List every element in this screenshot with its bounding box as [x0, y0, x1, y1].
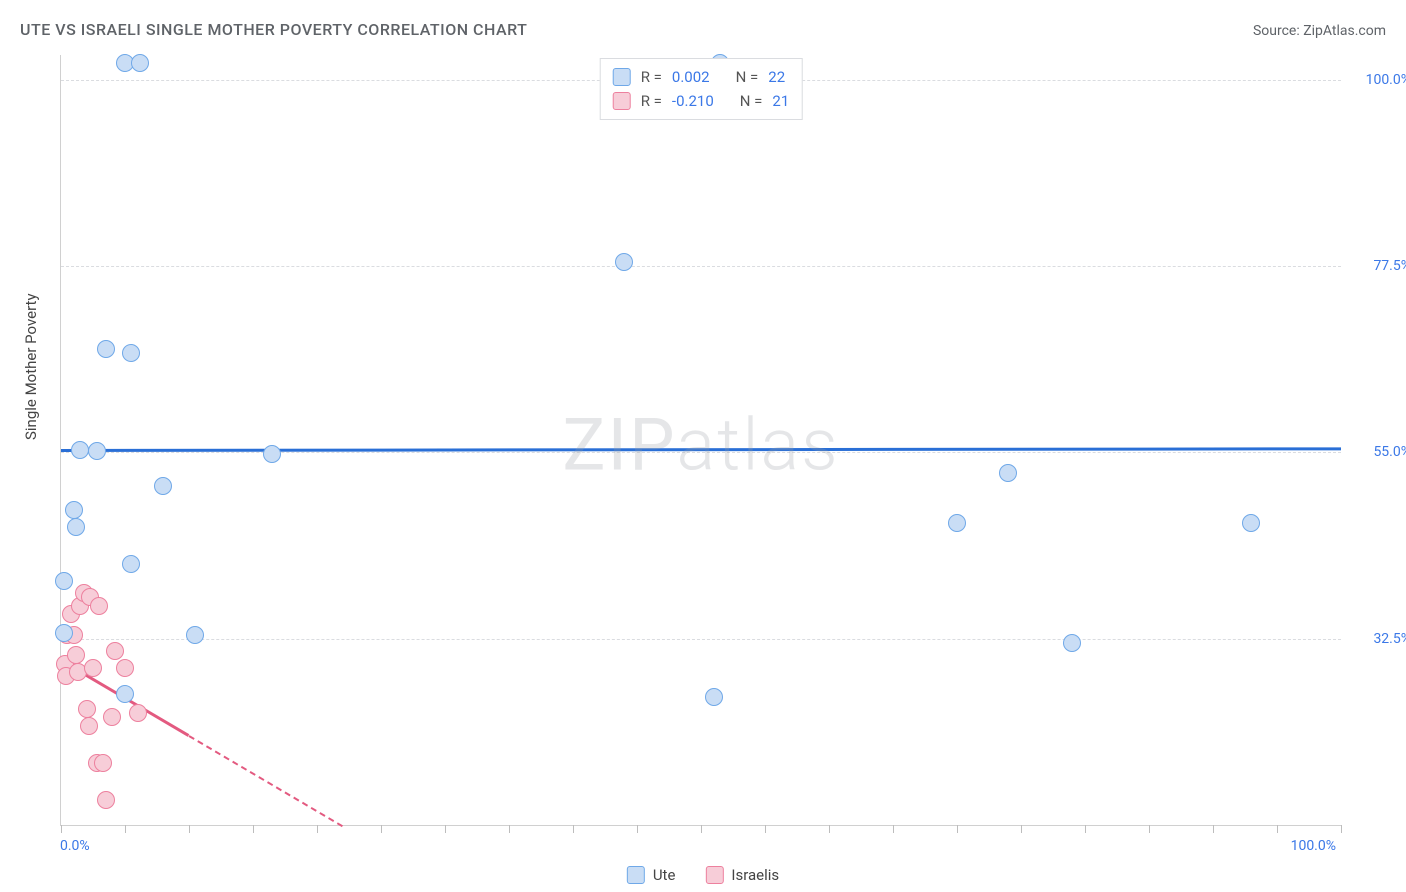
point-ute [116, 685, 134, 703]
israelis-swatch-icon [705, 866, 723, 884]
legend-item-israelis: Israelis [705, 866, 779, 884]
gridline [61, 639, 1341, 640]
x-axis-min-label: 0.0% [60, 838, 90, 854]
point-ute [122, 344, 140, 362]
point-israelis [94, 754, 112, 772]
x-tick [509, 825, 510, 833]
x-tick [1085, 825, 1086, 833]
point-ute [97, 340, 115, 358]
point-israelis [116, 659, 134, 677]
point-ute [67, 518, 85, 536]
x-axis-max-label: 100.0% [1291, 838, 1336, 854]
x-tick [61, 825, 62, 833]
point-israelis [106, 642, 124, 660]
x-tick [1277, 825, 1278, 833]
point-ute [1242, 514, 1260, 532]
legend-label-israelis: Israelis [731, 866, 779, 884]
gridline [61, 452, 1341, 453]
stats-legend: R = 0.002 N = 22 R = -0.210 N = 21 [600, 58, 803, 120]
x-tick [445, 825, 446, 833]
point-israelis [67, 646, 85, 664]
point-israelis [129, 704, 147, 722]
ute-swatch-icon [613, 68, 631, 86]
x-tick [1149, 825, 1150, 833]
legend-item-ute: Ute [627, 866, 676, 884]
point-ute [705, 688, 723, 706]
point-ute [55, 572, 73, 590]
israelis-swatch-icon [613, 92, 631, 110]
source-attribution: Source: ZipAtlas.com [1253, 23, 1386, 39]
point-israelis [103, 708, 121, 726]
x-tick [765, 825, 766, 833]
n-label: N = [740, 89, 763, 113]
ute-r-value: 0.002 [672, 65, 710, 89]
x-tick [573, 825, 574, 833]
point-ute [131, 54, 149, 72]
point-ute [122, 555, 140, 573]
gridline [61, 266, 1341, 267]
stats-row-israelis: R = -0.210 N = 21 [613, 89, 790, 113]
r-label: R = [641, 65, 662, 89]
point-ute [263, 445, 281, 463]
x-tick [189, 825, 190, 833]
chart-plot-area: 100.0%77.5%55.0%32.5% R = 0.002 N = 22 R… [60, 55, 1341, 826]
y-axis-title: Single Mother Poverty [22, 293, 40, 440]
x-tick [829, 825, 830, 833]
x-tick [125, 825, 126, 833]
point-ute [65, 501, 83, 519]
point-israelis [78, 700, 96, 718]
x-tick [893, 825, 894, 833]
x-tick [1341, 825, 1342, 833]
point-ute [615, 253, 633, 271]
point-ute [948, 514, 966, 532]
x-tick [637, 825, 638, 833]
y-tick-label: 100.0% [1351, 72, 1406, 88]
ute-swatch-icon [627, 866, 645, 884]
x-tick [701, 825, 702, 833]
y-tick-label: 77.5% [1351, 258, 1406, 274]
trendline [188, 735, 343, 827]
point-israelis [90, 597, 108, 615]
point-ute [88, 442, 106, 460]
n-label: N = [736, 65, 759, 89]
x-tick [1213, 825, 1214, 833]
point-israelis [80, 717, 98, 735]
x-tick [253, 825, 254, 833]
point-ute [999, 464, 1017, 482]
point-ute [71, 441, 89, 459]
point-ute [186, 626, 204, 644]
trendline [61, 447, 1341, 452]
x-tick [317, 825, 318, 833]
israelis-r-value: -0.210 [672, 89, 714, 113]
legend-label-ute: Ute [653, 866, 676, 884]
point-israelis [97, 791, 115, 809]
y-tick-label: 55.0% [1351, 444, 1406, 460]
point-israelis [84, 659, 102, 677]
israelis-n-value: 21 [772, 89, 789, 113]
x-tick [957, 825, 958, 833]
chart-title: UTE VS ISRAELI SINGLE MOTHER POVERTY COR… [20, 20, 527, 39]
y-tick-label: 32.5% [1351, 631, 1406, 647]
stats-row-ute: R = 0.002 N = 22 [613, 65, 790, 89]
point-ute [55, 624, 73, 642]
series-legend: Ute Israelis [627, 866, 779, 884]
point-ute [1063, 634, 1081, 652]
x-tick [381, 825, 382, 833]
point-ute [154, 477, 172, 495]
r-label: R = [641, 89, 662, 113]
ute-n-value: 22 [768, 65, 785, 89]
x-tick [1021, 825, 1022, 833]
